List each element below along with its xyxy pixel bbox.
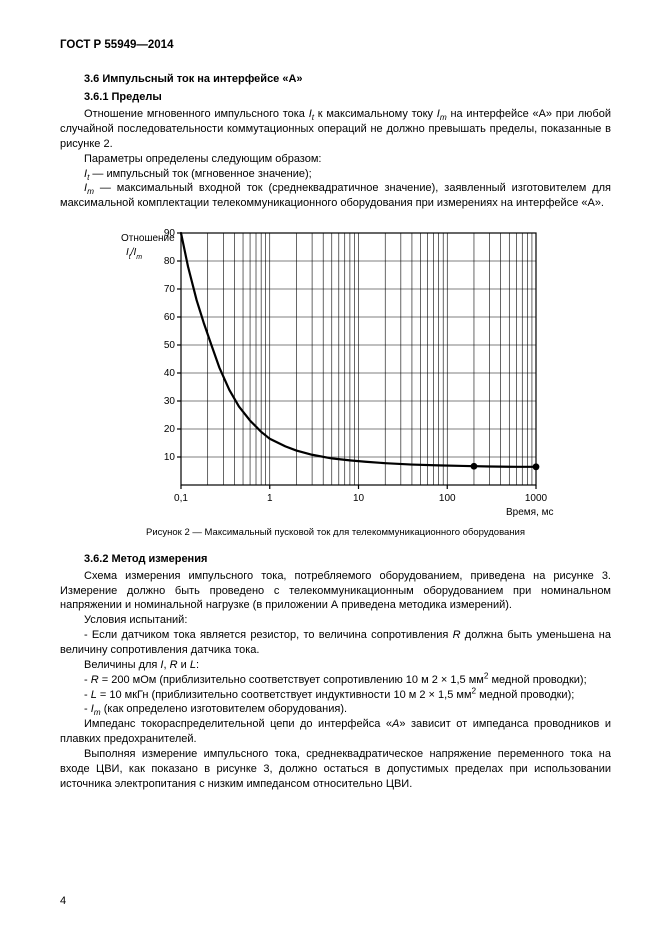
para-9: - R = 200 мОм (приблизительно соответств…: [60, 673, 611, 688]
sym-im: Im: [437, 108, 447, 120]
para-11: - Im (как определено изготовителем обору…: [60, 702, 611, 717]
sym-r: R: [453, 629, 461, 641]
t8a: Величины для: [84, 659, 160, 671]
t1b: к максимальному току: [314, 108, 437, 120]
para-10: - L = 10 мкГн (приблизительно соответств…: [60, 688, 611, 703]
t3: — импульсный ток (мгновенное значение);: [89, 168, 311, 180]
page: ГОСТ Р 55949—2014 3.6 Импульсный ток на …: [0, 0, 661, 935]
t11b: (как определено изготовителем оборудован…: [101, 703, 347, 715]
para-1: Отношение мгновенного импульсного тока I…: [60, 107, 611, 152]
sym-i: I: [160, 659, 163, 671]
sym-im2: Im: [84, 182, 94, 194]
svg-text:70: 70: [163, 284, 175, 295]
t1a: Отношение мгновенного импульсного тока: [84, 108, 309, 120]
t10c: медной проводки);: [476, 689, 574, 701]
para-4: Im — максимальный входной ток (среднеква…: [60, 181, 611, 211]
svg-text:0,1: 0,1: [174, 493, 188, 504]
para-2: Параметры определены следующим образом:: [60, 152, 611, 167]
sym-r3: R: [91, 674, 99, 686]
figure-2: 1020304050607080900,11101001000Отношение…: [60, 221, 611, 521]
svg-text:It/Im: It/Im: [126, 247, 142, 261]
para-3: It — импульсный ток (мгновенное значение…: [60, 167, 611, 182]
svg-text:30: 30: [163, 396, 175, 407]
svg-text:40: 40: [163, 368, 175, 379]
para-13: Выполняя измерение импульсного тока, сре…: [60, 747, 611, 792]
sym-l: L: [190, 659, 196, 671]
t9a: -: [84, 674, 91, 686]
para-8: Величины для I, R и L:: [60, 658, 611, 673]
t8b: и: [178, 659, 190, 671]
t12a: Импеданс токораспределительной цепи до и…: [84, 718, 392, 730]
section-3-6-2-title: 3.6.2 Метод измерения: [60, 552, 611, 567]
t4: — максимальный входной ток (среднеквадра…: [60, 182, 611, 209]
page-number: 4: [60, 894, 66, 909]
figure-2-caption: Рисунок 2 — Максимальный пусковой ток дл…: [60, 527, 611, 540]
t10a: -: [84, 689, 91, 701]
sym-im3: Im: [91, 703, 101, 715]
svg-text:50: 50: [163, 340, 175, 351]
t9c: медной проводки);: [488, 674, 586, 686]
para-7: - Если датчиком тока является резистор, …: [60, 628, 611, 658]
svg-text:10: 10: [352, 493, 364, 504]
svg-text:20: 20: [163, 424, 175, 435]
svg-text:1000: 1000: [524, 493, 547, 504]
t10b: = 10 мкГн (приблизительно соответствует …: [97, 689, 472, 701]
svg-text:Время, мс: Время, мс: [506, 507, 554, 518]
section-3-6-title: 3.6 Импульсный ток на интерфейсе «А»: [60, 72, 611, 87]
doc-header: ГОСТ Р 55949—2014: [60, 38, 611, 54]
para-5: Схема измерения импульсного тока, потреб…: [60, 569, 611, 614]
para-12: Импеданс токораспределительной цепи до и…: [60, 717, 611, 747]
section-3-6-1-title: 3.6.1 Пределы: [60, 90, 611, 105]
svg-text:1: 1: [266, 493, 272, 504]
svg-text:10: 10: [163, 452, 175, 463]
para-6: Условия испытаний:: [60, 613, 611, 628]
chart-svg: 1020304050607080900,11101001000Отношение…: [106, 221, 566, 521]
t7a: - Если датчиком тока является резистор, …: [84, 629, 453, 641]
t11a: -: [84, 703, 91, 715]
svg-text:60: 60: [163, 312, 175, 323]
svg-text:80: 80: [163, 256, 175, 267]
svg-text:Отношение: Отношение: [121, 233, 175, 244]
t9b: = 200 мОм (приблизительно соответствует …: [99, 674, 484, 686]
sym-r2: R: [170, 659, 178, 671]
svg-text:100: 100: [438, 493, 455, 504]
